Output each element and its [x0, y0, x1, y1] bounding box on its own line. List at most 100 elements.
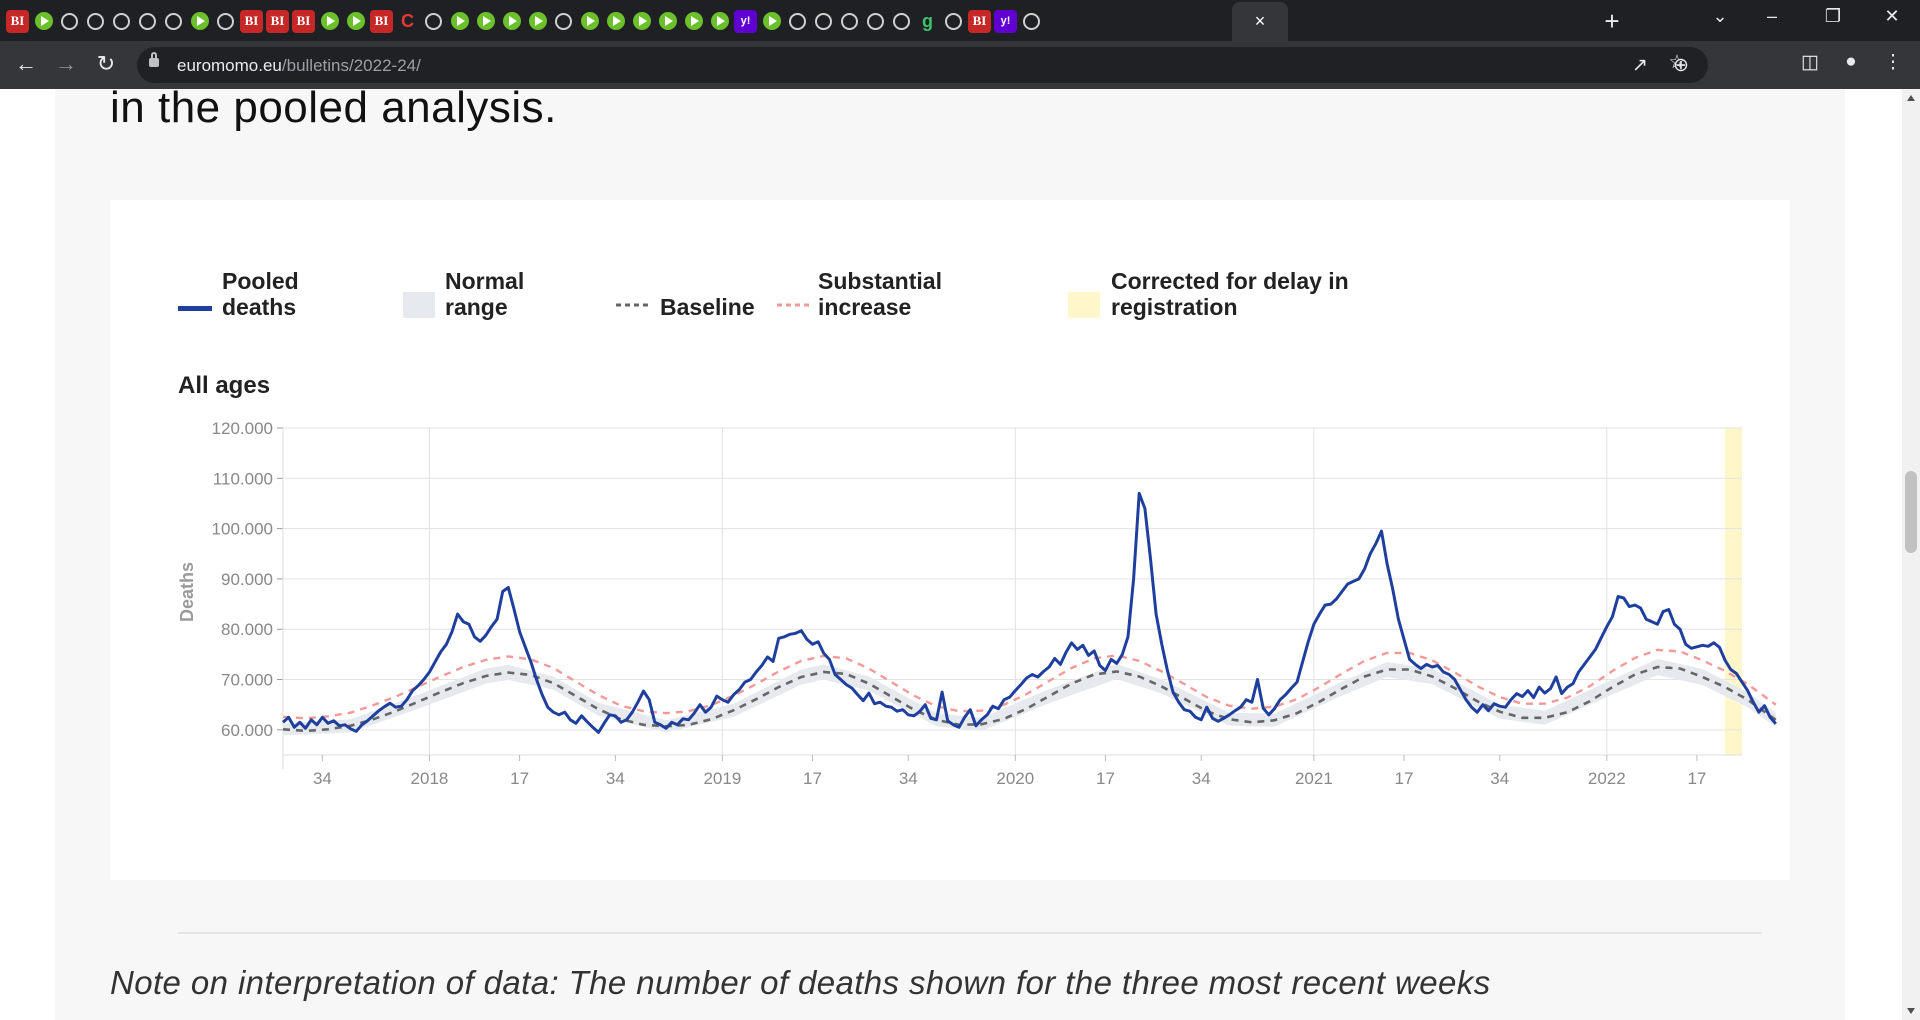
- globe-icon[interactable]: [812, 10, 835, 33]
- y-tick-label: 70.000: [221, 671, 273, 690]
- profile-icon[interactable]: ●: [1845, 51, 1857, 72]
- play-icon[interactable]: [474, 10, 497, 33]
- y-tick-label: 120.000: [212, 419, 273, 438]
- globe-icon[interactable]: [214, 10, 237, 33]
- legend-corrected-swatch: [1068, 292, 1100, 318]
- x-tick-label: 17: [1096, 769, 1115, 788]
- chart-divider: [178, 932, 1762, 934]
- close-tab-icon[interactable]: ×: [1254, 11, 1266, 31]
- y-tick-label: 110.000: [213, 469, 273, 488]
- bi-icon[interactable]: BI: [292, 9, 315, 33]
- x-tick-label: 34: [313, 769, 332, 788]
- legend-normal-label[interactable]: Normal range: [445, 268, 525, 320]
- x-tick-label: 2022: [1588, 769, 1626, 788]
- scroll-thumb[interactable]: [1905, 471, 1917, 553]
- new-tab-button[interactable]: +: [1604, 6, 1620, 36]
- c-icon[interactable]: C: [401, 10, 414, 31]
- play-icon[interactable]: [578, 10, 601, 33]
- play-icon[interactable]: [604, 10, 627, 33]
- play-icon[interactable]: [760, 10, 783, 33]
- globe-icon[interactable]: [942, 10, 965, 33]
- address-bar[interactable]: euromomo.eu/bulletins/2022-24/ ⊕ ↗: [137, 47, 1708, 83]
- legend-pooled-swatch: [178, 306, 212, 311]
- play-icon[interactable]: [318, 10, 341, 33]
- play-icon[interactable]: [630, 10, 653, 33]
- play-icon[interactable]: [526, 10, 549, 33]
- globe-icon[interactable]: [838, 10, 861, 33]
- minimize-icon[interactable]: –: [1766, 6, 1777, 26]
- play-icon[interactable]: [708, 10, 731, 33]
- baseline-line: [282, 665, 1777, 733]
- page-heading: in the pooled analysis.: [110, 89, 557, 132]
- legend-pooled-label[interactable]: Pooled deaths: [222, 268, 299, 320]
- globe-icon[interactable]: [422, 10, 445, 33]
- play-icon[interactable]: [32, 10, 55, 33]
- tab-search-icon[interactable]: ⌄: [1712, 6, 1728, 26]
- play-icon[interactable]: [500, 10, 523, 33]
- scroll-up-icon[interactable]: [1907, 95, 1915, 101]
- url-domain: euromomo.eu: [177, 56, 282, 75]
- globe-icon[interactable]: [110, 10, 133, 33]
- play-icon[interactable]: [448, 10, 471, 33]
- y-tick-label: 100.000: [212, 520, 273, 539]
- active-tab[interactable]: ×: [1232, 2, 1288, 41]
- bi-icon[interactable]: BI: [266, 9, 289, 33]
- x-tick-label: 2021: [1295, 769, 1333, 788]
- bi-icon[interactable]: BI: [240, 9, 263, 33]
- bi-icon[interactable]: BI: [968, 9, 991, 33]
- yahoo-icon[interactable]: y!: [994, 9, 1017, 33]
- back-icon[interactable]: ←: [15, 51, 37, 76]
- play-icon[interactable]: [188, 10, 211, 33]
- x-tick-label: 34: [1490, 769, 1509, 788]
- legend-corrected-label[interactable]: Corrected for delay in registration: [1111, 268, 1349, 320]
- globe-icon[interactable]: [786, 10, 809, 33]
- globe-icon[interactable]: [84, 10, 107, 33]
- substantial-increase-line: [282, 648, 1777, 720]
- legend-substantial-label[interactable]: Substantial increase: [818, 268, 942, 320]
- x-tick-label: 2019: [703, 769, 741, 788]
- y-axis-label: Deaths: [177, 562, 197, 622]
- chart-card: Pooled deaths Normal range Baseline Subs…: [110, 200, 1790, 934]
- chart-title: All ages: [178, 372, 271, 399]
- share-icon[interactable]: ↗: [1632, 55, 1648, 76]
- legend-substantial-swatch: [777, 303, 813, 307]
- pooled-deaths-line: [282, 491, 1777, 734]
- globe-icon[interactable]: [1020, 10, 1043, 33]
- corrected-region: [1725, 428, 1742, 755]
- globe-icon[interactable]: [890, 10, 913, 33]
- globe-icon[interactable]: [864, 10, 887, 33]
- url-text[interactable]: euromomo.eu/bulletins/2022-24/: [177, 56, 421, 76]
- lock-icon[interactable]: [149, 52, 159, 67]
- play-icon[interactable]: [682, 10, 705, 33]
- zoom-icon[interactable]: ⊕: [1673, 55, 1689, 76]
- side-panel-icon[interactable]: ◫: [1801, 52, 1819, 73]
- globe-icon[interactable]: [58, 10, 81, 33]
- yahoo-icon[interactable]: y!: [734, 9, 757, 33]
- reload-icon[interactable]: ↻: [96, 51, 116, 76]
- x-tick-label: 17: [510, 769, 529, 788]
- restore-icon[interactable]: ❐: [1824, 6, 1842, 26]
- g-icon[interactable]: g: [922, 10, 933, 31]
- scroll-down-icon[interactable]: [1907, 1008, 1915, 1014]
- y-tick-label: 60.000: [221, 721, 273, 740]
- bi-icon[interactable]: BI: [370, 9, 393, 33]
- page-scrollbar[interactable]: [1902, 89, 1920, 1020]
- globe-icon[interactable]: [552, 10, 575, 33]
- y-tick-label: 80.000: [221, 620, 273, 639]
- page-viewport: in the pooled analysis. Pooled deaths No…: [0, 89, 1902, 1020]
- legend-baseline-label[interactable]: Baseline: [660, 294, 755, 320]
- forward-icon[interactable]: →: [55, 51, 77, 76]
- globe-icon[interactable]: [136, 10, 159, 33]
- x-tick-label: 2020: [996, 769, 1034, 788]
- bookmark-star-icon[interactable]: ☆: [1668, 52, 1686, 73]
- menu-kebab-icon[interactable]: ⋮: [1883, 52, 1903, 73]
- globe-icon[interactable]: [162, 10, 185, 33]
- close-window-icon[interactable]: ✕: [1884, 6, 1900, 26]
- data-note: Note on interpretation of data: The numb…: [110, 964, 1491, 1001]
- play-icon[interactable]: [656, 10, 679, 33]
- normal-range-band: [283, 658, 1776, 736]
- bi-icon[interactable]: BI: [6, 9, 29, 33]
- play-icon[interactable]: [344, 10, 367, 33]
